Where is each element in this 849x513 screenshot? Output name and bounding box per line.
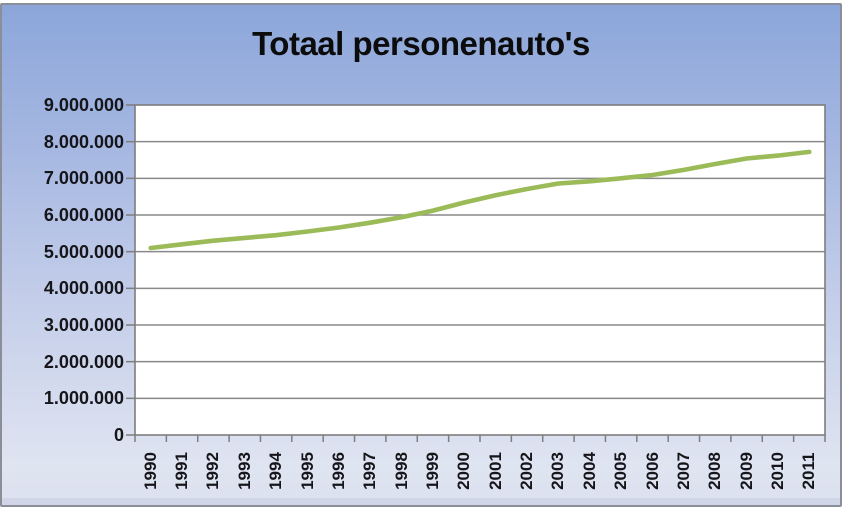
x-axis-label: 1998	[391, 452, 411, 490]
y-axis-label: 0	[113, 425, 124, 445]
y-axis-label: 2.000.000	[43, 351, 124, 372]
chart-title: Totaal personenauto's	[252, 25, 590, 62]
x-axis-label: 2010	[767, 452, 787, 490]
x-axis-label: 2003	[548, 452, 568, 490]
plot-area	[135, 105, 825, 435]
x-axis-label: 1994	[266, 452, 286, 490]
chart-bottom-shade	[2, 498, 840, 505]
x-axis-label: 2005	[611, 452, 631, 490]
y-axis-label: 6.000.000	[43, 205, 124, 225]
x-axis-label: 2001	[485, 452, 505, 490]
x-axis-label: 2007	[673, 452, 693, 490]
x-axis-label: 2008	[705, 452, 725, 490]
x-axis-label: 2009	[736, 452, 756, 490]
x-axis-label: 1991	[172, 452, 192, 490]
x-axis-label: 1999	[422, 452, 442, 490]
chart-area: Totaal personenauto's 0 1.000.000 2.000.00…	[0, 3, 842, 507]
x-axis-label: 1992	[203, 452, 223, 490]
x-axis-label: 1997	[360, 452, 380, 490]
x-axis-label: 2011	[799, 452, 819, 490]
y-axis-label: 9.000.000	[43, 95, 124, 115]
x-axis-label: 1993	[234, 452, 254, 490]
y-axis-label: 3.000.000	[43, 315, 124, 335]
x-axis-label: 2006	[642, 452, 662, 490]
x-axis-label: 2002	[517, 452, 537, 490]
x-axis-label: 2000	[454, 452, 474, 490]
y-axis-label: 8.000.000	[43, 131, 124, 152]
y-axis-label: 5.000.000	[43, 241, 124, 262]
y-axis-label: 1.000.000	[43, 388, 124, 409]
x-axis-label: 1990	[140, 452, 160, 490]
y-axis-label: 4.000.000	[43, 278, 124, 299]
x-axis-label: 1996	[328, 452, 348, 490]
x-axis-label: 2004	[579, 452, 599, 490]
x-axis-label: 1995	[297, 452, 317, 490]
y-axis-label: 7.000.000	[43, 168, 124, 189]
